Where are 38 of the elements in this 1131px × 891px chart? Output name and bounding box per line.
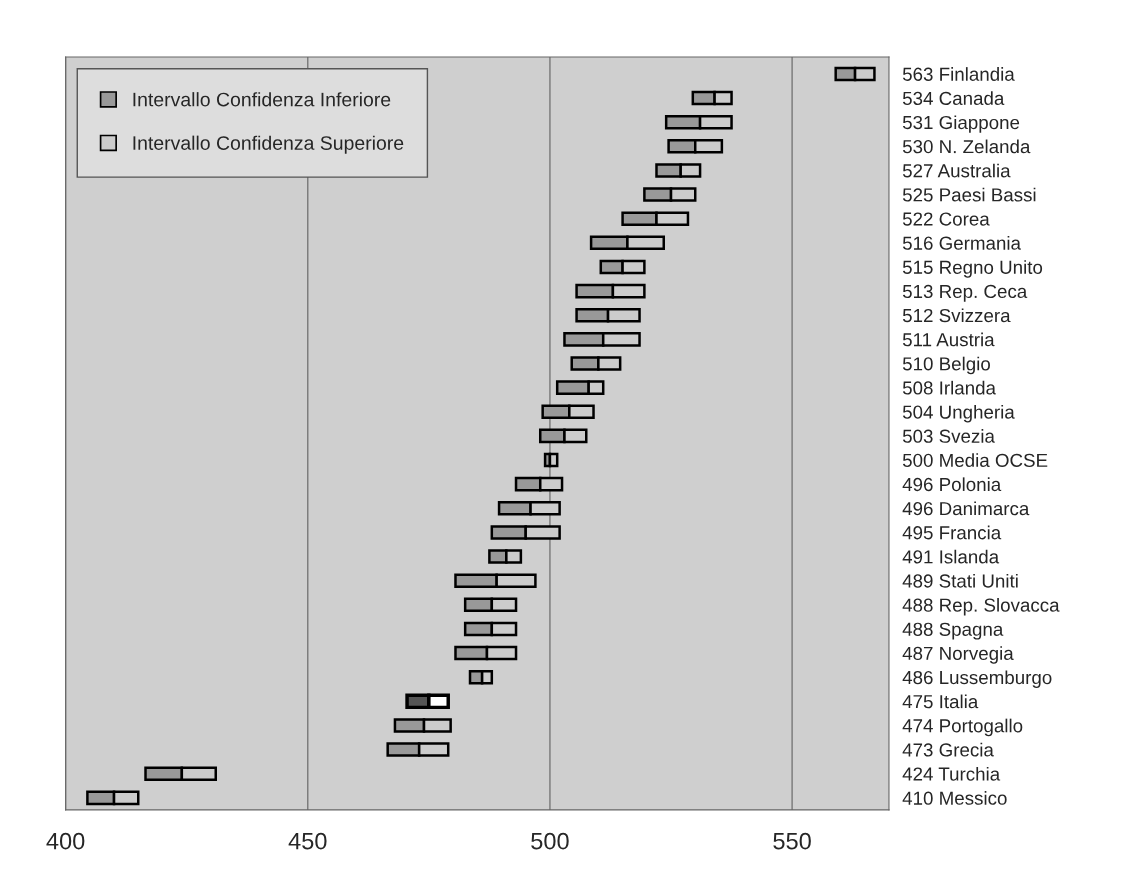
y-tick-label: 510 Belgio [902, 356, 990, 375]
y-tick-label: 530 N. Zelanda [902, 139, 1031, 154]
x-tick-label: 550 [773, 832, 811, 850]
x-tick-label: 500 [531, 832, 569, 850]
y-tick-label: 473 Grecia [902, 742, 994, 757]
y-tick-label: 525 Paesi Bassi [902, 187, 1036, 202]
y-tick-label: 503 Svezia [902, 429, 995, 443]
y-tick-label: 487 Norvegia [902, 646, 1014, 664]
bar [548, 452, 559, 468]
y-tick-label: 491 Islanda [902, 549, 1000, 564]
legend-label: Intervallo Confidenza Inferiore [133, 92, 391, 107]
y-tick-label: 424 Turchia [902, 766, 1001, 781]
y-tick-label: 410 Messico [902, 791, 1007, 805]
y-tick-label: 522 Corea [902, 212, 990, 226]
y-tick-label: 475 Italia [902, 694, 979, 709]
y-tick-label: 527 Australia [902, 163, 1011, 178]
y-tick-label: 488 Spagna [902, 622, 1004, 640]
y-tick-label: 512 Svizzera [902, 308, 1011, 323]
y-tick-label: 513 Rep. Ceca [902, 284, 1028, 302]
y-tick-label: 563 Finlandia [902, 67, 1015, 81]
y-tick-label: 496 Polonia [902, 477, 1002, 492]
y-tick-label: 515 Regno Unito [902, 260, 1043, 278]
y-tick-label: 486 Lussemburgo [902, 670, 1052, 688]
y-tick-label: 531 Giappone [902, 115, 1020, 133]
y-tick-label: 500 Media OCSE [902, 453, 1048, 467]
y-tick-label: 488 Rep. Slovacca [902, 598, 1060, 616]
y-tick-label: 534 Canada [902, 91, 1005, 106]
y-tick-label: 504 Ungheria [902, 404, 1015, 423]
y-tick-label: 474 Portogallo [902, 718, 1023, 737]
y-tick-label: 508 Irlanda [902, 380, 996, 395]
x-tick-label: 450 [288, 832, 327, 850]
x-tick-label: 400 [46, 832, 85, 850]
y-tick-label: 516 Germania [902, 236, 1021, 250]
y-tick-label: 511 Austria [902, 332, 995, 347]
y-tick-label: 496 Danimarca [902, 501, 1030, 516]
legend-label: Intervallo Confidenza Superiore [133, 135, 404, 154]
y-tick-label: 489 Stati Uniti [902, 573, 1018, 588]
y-tick-label: 495 Francia [902, 525, 1002, 540]
